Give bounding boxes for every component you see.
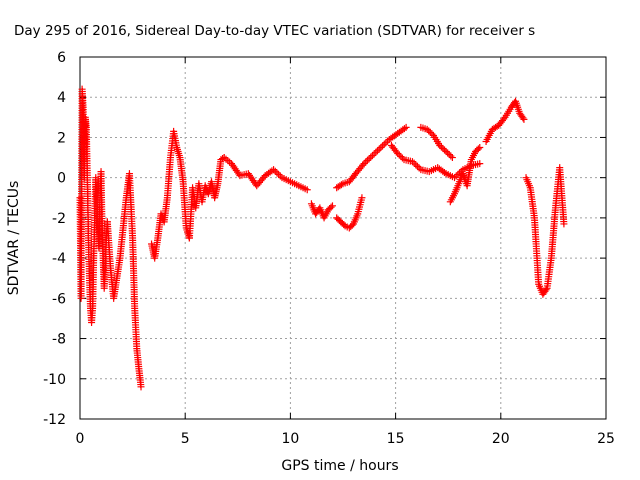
chart-title: Day 295 of 2016, Sidereal Day-to-day VTE… xyxy=(14,23,535,39)
y-tick-label: -4 xyxy=(52,251,66,267)
data-point xyxy=(440,168,448,176)
data-point xyxy=(474,145,482,153)
y-tick-label: -10 xyxy=(43,372,66,388)
data-point xyxy=(447,152,455,160)
data-point xyxy=(436,141,444,149)
data-point xyxy=(359,161,367,169)
data-point xyxy=(368,152,376,160)
x-tick-label: 10 xyxy=(281,431,299,447)
data-point xyxy=(442,148,450,156)
y-tick-label: -2 xyxy=(52,211,66,227)
data-point xyxy=(500,115,508,123)
data-point xyxy=(398,154,406,162)
data-point xyxy=(328,202,336,210)
data-point xyxy=(137,383,145,391)
data-point xyxy=(454,170,462,178)
grid xyxy=(80,57,606,419)
data-point xyxy=(380,140,388,148)
data-point xyxy=(367,153,375,161)
data-point xyxy=(542,286,550,294)
data-point xyxy=(425,127,433,135)
y-tick-label: 0 xyxy=(57,171,66,187)
data-point xyxy=(374,147,382,155)
data-point xyxy=(519,114,527,122)
data-point xyxy=(423,125,431,133)
data-point xyxy=(451,174,459,182)
data-point xyxy=(377,144,385,151)
data-point xyxy=(372,148,380,156)
data-point xyxy=(560,220,568,228)
x-tick-label: 15 xyxy=(387,431,405,447)
data-point xyxy=(408,158,416,166)
data-point xyxy=(360,160,368,168)
x-tick-label: 20 xyxy=(492,431,510,447)
data-point xyxy=(437,143,445,151)
data-point xyxy=(439,145,447,153)
data-point xyxy=(365,155,373,163)
data-point xyxy=(358,194,366,202)
data-point xyxy=(448,154,456,162)
data-point xyxy=(379,142,387,150)
data-point xyxy=(235,170,243,178)
y-tick-label: -6 xyxy=(52,291,66,307)
data-point xyxy=(445,151,453,159)
data-point xyxy=(426,128,434,136)
data-point xyxy=(400,125,408,133)
data-point xyxy=(375,145,383,153)
data-point xyxy=(520,115,528,123)
x-tick-label: 5 xyxy=(181,431,190,447)
data-point xyxy=(271,167,279,175)
data-point xyxy=(428,130,436,138)
data-point xyxy=(476,160,484,168)
data-point xyxy=(415,164,423,172)
data-point xyxy=(397,153,405,161)
data-marks xyxy=(76,85,568,391)
data-point xyxy=(410,159,418,167)
data-point xyxy=(394,150,402,158)
data-point xyxy=(275,170,283,178)
data-point xyxy=(337,181,345,189)
y-tick-label: 2 xyxy=(57,130,66,146)
data-point xyxy=(444,149,452,157)
data-point xyxy=(303,186,311,194)
data-point xyxy=(370,150,378,158)
data-point xyxy=(452,172,460,180)
data-point xyxy=(412,161,420,169)
y-tick-label: -12 xyxy=(43,412,66,428)
data-point xyxy=(382,139,390,147)
data-point xyxy=(276,172,284,180)
y-tick-label: 4 xyxy=(57,90,66,106)
y-tick-label: -8 xyxy=(52,332,66,348)
data-point xyxy=(395,151,403,159)
x-tick-label: 25 xyxy=(597,431,615,447)
y-tick-label: 6 xyxy=(57,50,66,66)
data-point xyxy=(270,166,278,174)
x-axis-label: GPS time / hours xyxy=(281,458,398,474)
data-point xyxy=(340,221,348,229)
data-point xyxy=(363,156,371,164)
data-point xyxy=(413,162,421,170)
x-tick-label: 0 xyxy=(76,431,85,447)
data-point xyxy=(441,146,449,154)
data-point xyxy=(402,123,410,131)
data-point xyxy=(476,144,484,151)
data-point xyxy=(327,203,335,211)
data-point xyxy=(273,169,281,177)
data-point xyxy=(362,158,370,166)
y-axis-label: SDTVAR / TECUs xyxy=(6,181,22,296)
